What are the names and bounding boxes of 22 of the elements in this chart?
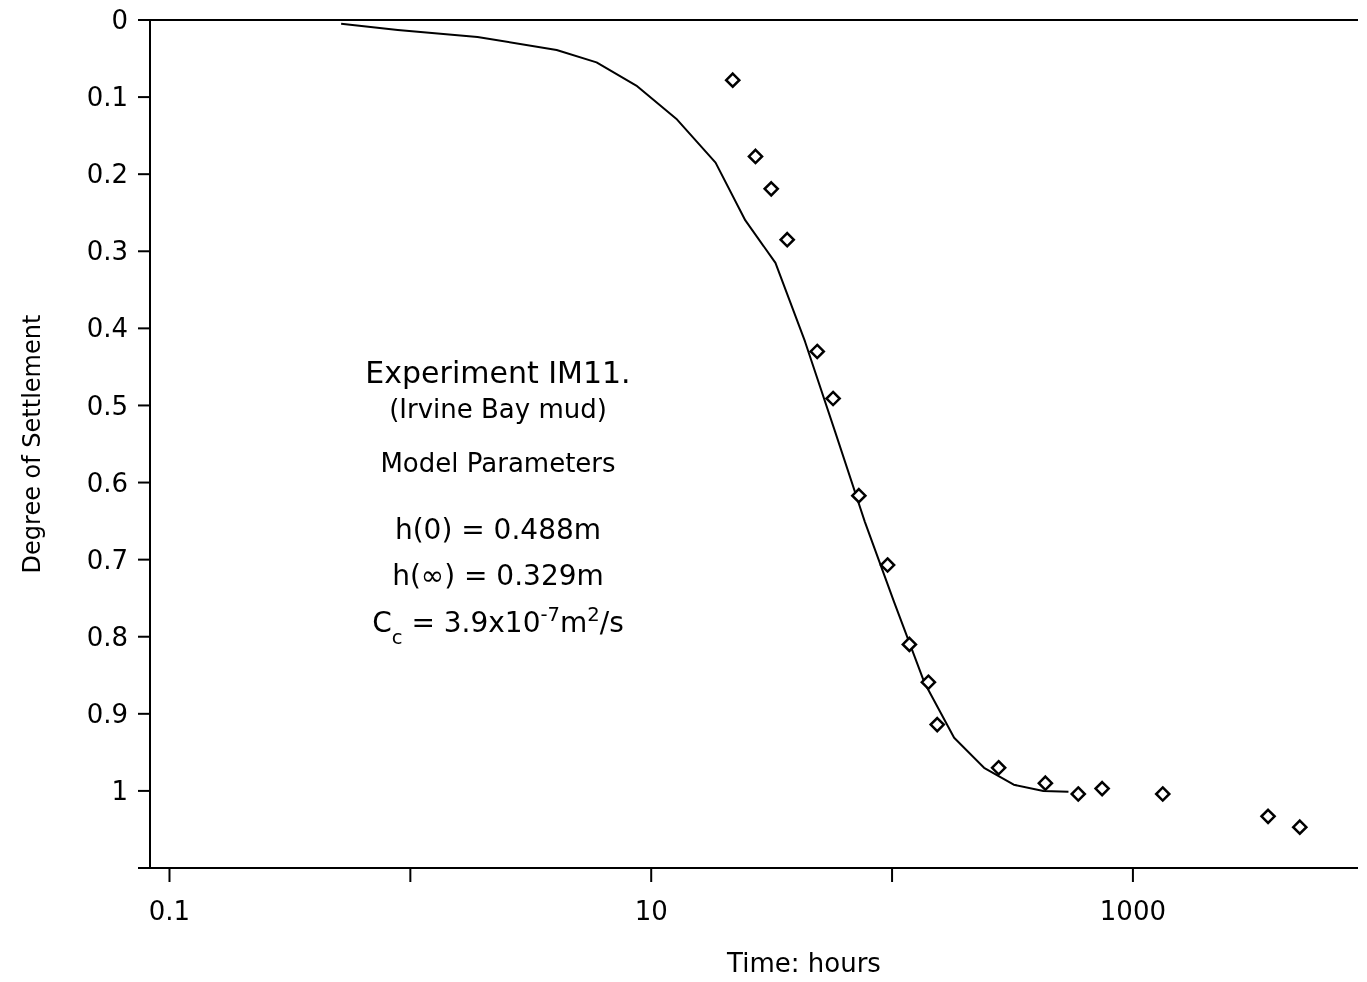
x-axis-title: Time: hours [726, 948, 881, 978]
y-tick-label: 0.9 [86, 698, 128, 729]
annotation: h(0) = 0.488m [394, 513, 602, 546]
y-tick-label: 0.3 [86, 236, 128, 267]
y-tick-label: 0.4 [86, 313, 128, 344]
x-tick-label: 0.1 [148, 896, 191, 926]
annotation: C$_{c}$ = 3.9x10$^{-7}$m$^{2}$/s [372, 602, 624, 649]
y-tick-label: 1 [111, 776, 128, 807]
annotation: h(∞) = 0.329m [392, 559, 604, 592]
y-tick-label: 0.6 [86, 467, 128, 498]
y-tick-label: 0.8 [86, 621, 128, 652]
y-axis-title: Degree of Settlement [18, 314, 46, 574]
x-tick-label: 10 [634, 896, 668, 926]
y-tick-label: 0.1 [86, 82, 128, 113]
y-tick-label: 0.7 [86, 544, 128, 575]
annotation: Experiment IM11. [365, 355, 631, 390]
annotation: (Irvine Bay mud) [389, 394, 607, 424]
y-tick-label: 0.5 [86, 390, 128, 421]
annotation: Model Parameters [380, 448, 616, 478]
y-tick-label: 0.2 [86, 159, 128, 190]
x-tick-label: 1000 [1099, 896, 1167, 926]
y-tick-label: 0 [111, 5, 128, 36]
